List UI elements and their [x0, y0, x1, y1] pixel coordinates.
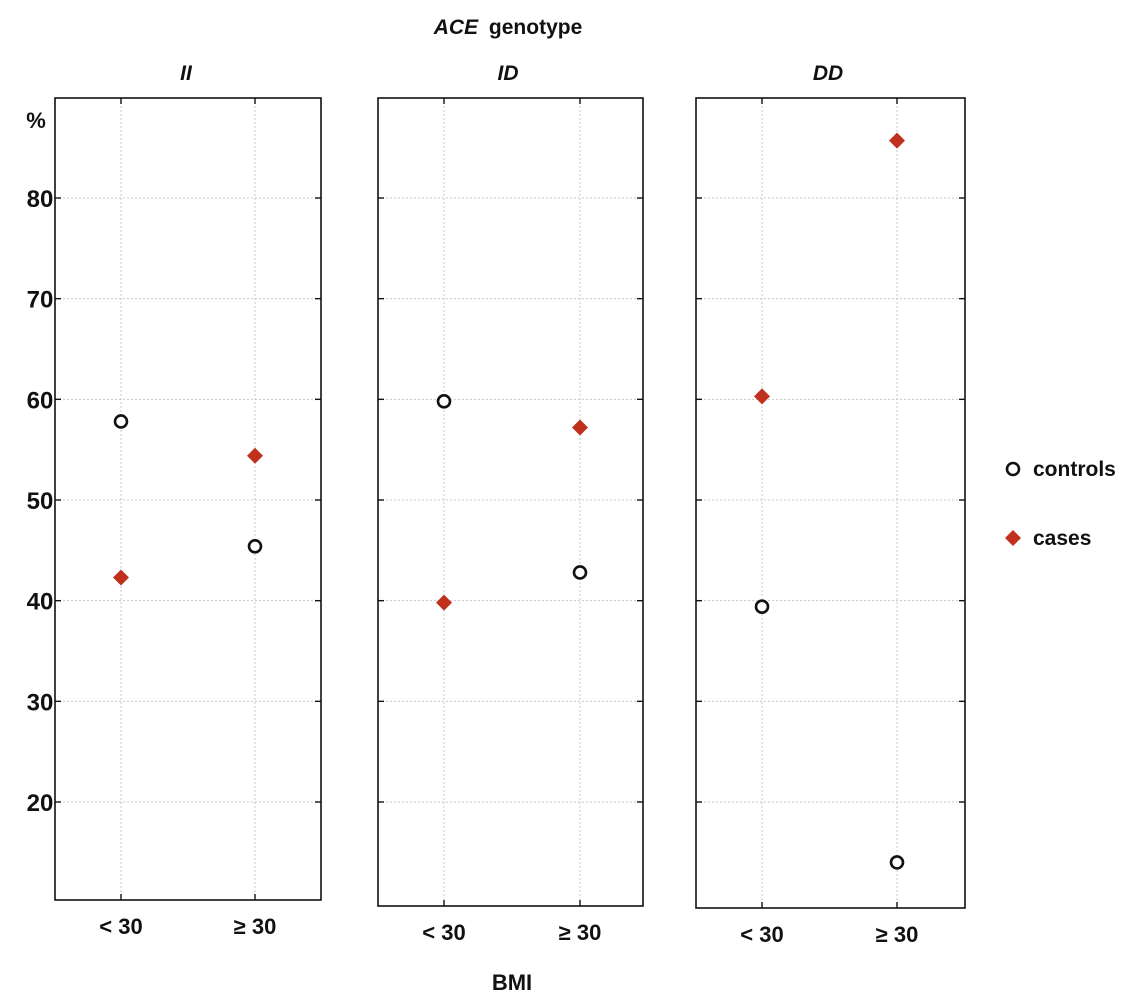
y-axis-ticks: 20 30 40 50 60 70 80 [27, 186, 54, 817]
point-controls [889, 855, 905, 870]
panels: II < 30 ≥ 30 ID < 30 ≥ 30 DD < 30 ≥ 30 [54, 62, 966, 947]
legend-label: cases [1033, 527, 1091, 550]
panel-title: DD [813, 62, 843, 85]
y-tick-label: 20 [27, 790, 54, 817]
y-tick-label: 30 [27, 689, 54, 716]
y-tick-label: 70 [27, 287, 54, 314]
chart-title-suffix: genotype [489, 16, 582, 39]
legend: controls cases [1005, 458, 1116, 550]
legend-label: controls [1033, 458, 1116, 481]
y-tick-label: 80 [27, 186, 54, 213]
panel-frame [695, 97, 966, 909]
point-controls [754, 599, 770, 615]
x-tick-label: ≥ 30 [234, 914, 277, 939]
chart-title-prefix: ACE [433, 16, 479, 39]
x-axis-label: BMI [492, 970, 532, 995]
panel-title: ID [498, 62, 519, 85]
y-tick-label: 50 [27, 488, 54, 515]
point-controls [113, 414, 129, 429]
panel-id: ID < 30 ≥ 30 [377, 62, 644, 945]
x-tick-label: ≥ 30 [559, 920, 602, 945]
legend-marker [1005, 461, 1021, 477]
x-tick-label: < 30 [740, 922, 783, 947]
x-tick-label: ≥ 30 [876, 922, 919, 947]
point-cases [247, 447, 263, 464]
point-controls [572, 565, 588, 580]
legend-item-controls: controls [1005, 458, 1116, 481]
point-cases [113, 569, 129, 586]
legend-marker [1005, 530, 1021, 546]
panel-frame [54, 97, 322, 901]
svg-text:ACE genotype: ACE genotype [433, 16, 583, 39]
legend-item-cases: cases [1005, 527, 1091, 550]
panel-ii: II < 30 ≥ 30 [54, 62, 322, 939]
point-cases [754, 388, 770, 405]
panel-frame [377, 97, 644, 907]
point-cases [889, 132, 905, 149]
point-cases [436, 594, 452, 611]
y-tick-label: 60 [27, 387, 54, 414]
y-axis-label: % [26, 108, 46, 133]
panel-title: II [180, 62, 193, 85]
panel-dd: DD < 30 ≥ 30 [695, 62, 966, 947]
point-controls [436, 394, 452, 409]
x-tick-label: < 30 [422, 920, 465, 945]
point-controls [247, 539, 263, 554]
point-cases [572, 419, 588, 436]
x-tick-label: < 30 [99, 914, 142, 939]
chart-title: ACE genotype [433, 16, 583, 39]
y-tick-label: 40 [27, 589, 54, 616]
